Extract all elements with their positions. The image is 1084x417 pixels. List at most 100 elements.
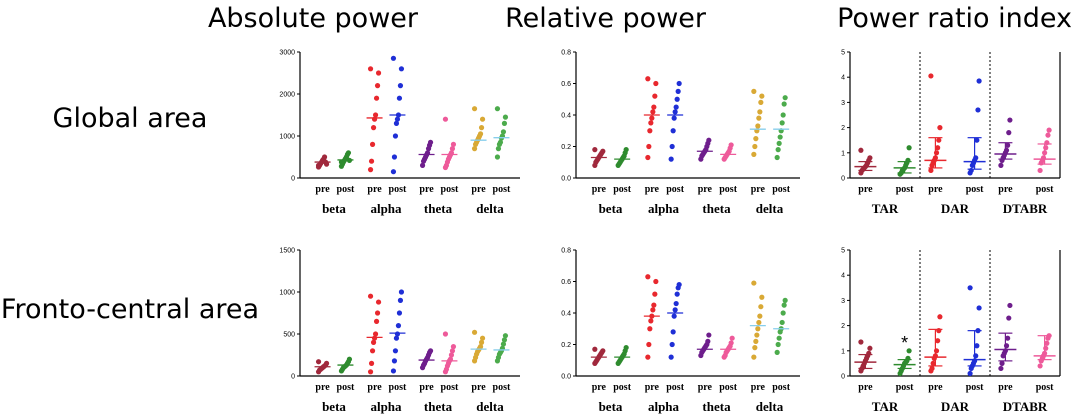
data-point — [494, 106, 501, 112]
data-point — [373, 318, 380, 324]
data-point — [623, 147, 629, 153]
data-point — [774, 349, 780, 355]
data-point — [906, 145, 912, 151]
data-point — [751, 280, 757, 286]
x-sublabel-pre: pre — [751, 382, 766, 393]
data-point — [651, 302, 657, 308]
data-point — [1006, 315, 1012, 321]
data-point — [1045, 132, 1051, 138]
y-tick-label: 1000 — [279, 290, 295, 297]
data-point — [755, 326, 761, 332]
data-point — [705, 338, 711, 344]
data-point — [670, 329, 676, 335]
group-label-theta: theta — [424, 399, 453, 414]
data-point — [972, 358, 978, 364]
data-point — [758, 99, 764, 105]
data-point — [866, 350, 872, 356]
y-tick-label: 2000 — [279, 92, 295, 99]
y-tick-label: 0.8 — [561, 248, 571, 255]
y-tick-label: 2 — [841, 323, 845, 330]
data-point — [477, 131, 484, 137]
data-point — [676, 80, 682, 87]
data-point — [779, 319, 785, 326]
y-tick-label: 5 — [841, 50, 845, 57]
data-point — [676, 282, 682, 288]
data-point — [670, 128, 676, 134]
x-sublabel-pre: pre — [592, 382, 607, 393]
data-point — [998, 365, 1004, 372]
group-label-delta: delta — [756, 201, 784, 216]
data-point — [370, 339, 377, 345]
data-point — [706, 137, 712, 143]
x-sublabel-pre: pre — [858, 382, 873, 393]
x-sublabel-post: post — [719, 382, 737, 393]
data-point — [928, 167, 934, 174]
data-point — [321, 154, 328, 160]
data-point — [728, 340, 734, 346]
x-sublabel-pre: pre — [751, 184, 766, 195]
x-sublabel-pre: pre — [592, 184, 607, 195]
data-point — [754, 332, 760, 338]
data-point — [976, 305, 982, 311]
x-sublabel-pre: pre — [315, 184, 330, 195]
data-point — [397, 83, 404, 89]
data-point — [668, 156, 674, 162]
title-power-ratio-index: Power ratio index — [837, 3, 1072, 34]
y-tick-label: 0.6 — [561, 279, 571, 286]
data-point — [752, 143, 758, 150]
series-theta-post — [720, 335, 737, 360]
data-point — [323, 360, 330, 366]
data-point — [502, 114, 509, 120]
data-point — [653, 80, 659, 87]
data-point — [394, 116, 401, 122]
y-tick-label: 1000 — [279, 134, 295, 141]
series-delta-pre — [470, 329, 487, 364]
data-point — [1005, 335, 1011, 341]
data-point — [390, 169, 397, 175]
group-label-dar: DAR — [941, 201, 970, 216]
data-point — [755, 123, 761, 129]
data-point — [905, 157, 911, 163]
series-beta-pre — [590, 346, 607, 366]
data-point — [759, 294, 765, 300]
data-point — [967, 285, 973, 291]
data-point — [368, 158, 375, 164]
y-tick-label: 0 — [291, 176, 295, 183]
series-dar-post — [963, 78, 986, 176]
data-point — [367, 369, 374, 375]
row-label-fronto-central-area: Fronto-central area — [1, 294, 259, 325]
data-point — [652, 93, 658, 99]
series-alpha-pre — [643, 76, 660, 161]
x-sublabel-post: post — [337, 382, 355, 393]
data-point — [419, 162, 426, 168]
series-theta-pre — [696, 137, 713, 162]
data-point — [393, 120, 400, 126]
x-sublabel-post: post — [666, 382, 684, 393]
data-point — [374, 310, 381, 316]
data-point — [756, 115, 762, 121]
x-sublabel-post: post — [1036, 382, 1054, 393]
data-point — [645, 154, 651, 161]
y-tick-label: 0.6 — [561, 81, 571, 88]
x-sublabel-post: post — [666, 184, 684, 195]
series-beta-post — [614, 147, 631, 168]
series-dtabr-pre — [994, 117, 1017, 168]
data-point — [775, 147, 781, 153]
data-point — [935, 338, 941, 344]
group-label-beta: beta — [322, 201, 346, 216]
data-point — [600, 148, 606, 154]
data-point — [375, 70, 382, 76]
data-point — [777, 134, 783, 140]
data-point — [646, 143, 652, 150]
data-point — [1044, 340, 1050, 346]
data-point — [391, 358, 398, 364]
data-point — [478, 339, 485, 345]
x-sublabel-post: post — [389, 382, 407, 393]
data-point — [752, 345, 758, 351]
series-beta-post — [337, 356, 354, 374]
group-label-theta: theta — [702, 201, 731, 216]
series-dtabr-post — [1033, 333, 1056, 369]
data-point — [494, 154, 501, 160]
